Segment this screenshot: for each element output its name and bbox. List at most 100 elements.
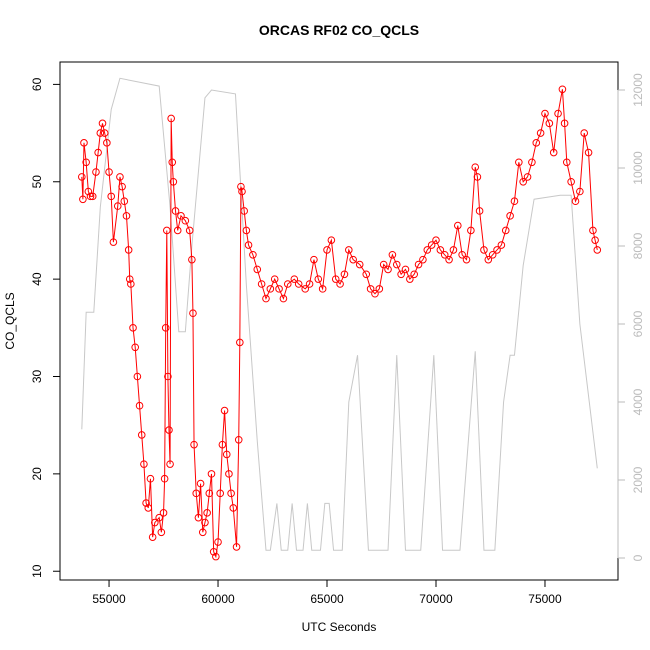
data-point — [528, 158, 536, 167]
data-point — [270, 275, 279, 283]
data-point — [88, 192, 97, 201]
data-point — [554, 109, 562, 118]
data-point — [475, 207, 484, 215]
data-point — [86, 192, 95, 201]
data-point — [584, 148, 593, 157]
data-point — [571, 197, 580, 206]
data-point — [220, 406, 229, 415]
y-tick-label: 40 — [30, 272, 44, 286]
y-tick-label: 50 — [30, 175, 44, 189]
data-point — [401, 265, 410, 274]
x-tick-label: 70000 — [419, 592, 453, 606]
data-point — [189, 309, 197, 318]
y-tick-label: 10 — [30, 564, 44, 578]
data-point — [340, 270, 349, 279]
data-point — [218, 440, 227, 449]
data-point — [232, 543, 241, 551]
data-point — [384, 265, 392, 274]
data-point — [77, 173, 86, 181]
data-point — [133, 372, 142, 381]
data-point — [283, 280, 292, 288]
data-point — [135, 401, 144, 410]
data-point — [423, 246, 432, 254]
data-point — [432, 236, 440, 244]
data-point — [397, 270, 405, 279]
data-point — [234, 435, 243, 444]
data-point — [80, 139, 88, 147]
data-point — [473, 173, 482, 181]
data-point — [124, 246, 133, 254]
data-point — [244, 241, 253, 249]
data-point — [331, 275, 340, 283]
data-point — [227, 489, 235, 498]
data-point — [318, 285, 327, 293]
y2-tick-label: 8000 — [631, 232, 645, 259]
data-point — [188, 255, 196, 264]
y-tick-label: 20 — [30, 467, 44, 481]
data-point — [519, 177, 527, 186]
data-point — [279, 294, 288, 303]
y2-tick-label: 12000 — [631, 73, 645, 107]
data-point — [229, 504, 238, 512]
data-point — [164, 372, 172, 381]
data-point — [107, 192, 116, 201]
data-point — [167, 114, 175, 123]
data-point — [157, 528, 166, 537]
x-tick-label: 65000 — [310, 592, 344, 606]
data-point — [314, 275, 323, 283]
y-tick-label: 60 — [30, 77, 44, 91]
data-point — [159, 509, 168, 517]
data-point — [160, 474, 169, 483]
data-point — [562, 158, 571, 167]
data-point — [116, 173, 124, 181]
data-point — [84, 187, 93, 196]
data-point — [462, 255, 471, 264]
data-point — [96, 129, 105, 137]
data-point — [371, 289, 379, 298]
data-point — [129, 324, 137, 332]
data-point — [366, 285, 375, 293]
data-point — [92, 168, 100, 176]
y2-tick-label: 2000 — [631, 466, 645, 493]
data-point — [207, 470, 216, 478]
data-point — [190, 440, 198, 449]
data-point — [151, 518, 159, 527]
data-point — [125, 275, 134, 283]
data-point — [294, 280, 303, 288]
data-point — [560, 119, 569, 128]
data-point — [105, 168, 113, 176]
data-point — [137, 431, 146, 439]
data-point — [171, 207, 180, 215]
data-point — [536, 129, 545, 137]
data-point — [168, 158, 177, 167]
data-point — [419, 255, 427, 264]
data-point — [118, 182, 126, 191]
data-point — [349, 255, 357, 264]
data-point — [266, 285, 275, 293]
data-point — [113, 202, 122, 210]
data-point — [576, 187, 584, 196]
data-point — [82, 158, 90, 167]
data-point — [148, 533, 157, 541]
data-point — [515, 158, 523, 167]
x-tick-label: 75000 — [528, 592, 562, 606]
data-point — [192, 489, 201, 498]
data-point — [410, 270, 418, 279]
data-point — [549, 148, 558, 157]
data-point — [185, 226, 194, 235]
data-point — [310, 255, 318, 264]
data-point — [458, 250, 466, 259]
y2-tick-label: 10000 — [631, 151, 645, 185]
data-point — [355, 260, 364, 269]
data-point — [467, 226, 475, 235]
data-point — [201, 518, 209, 527]
data-point — [198, 528, 207, 537]
y-tick-label: 30 — [30, 370, 44, 384]
series-line — [81, 89, 598, 559]
data-point — [166, 460, 174, 468]
data-point — [209, 547, 218, 556]
data-point — [523, 173, 532, 181]
data-point — [445, 255, 453, 264]
data-point — [392, 260, 401, 269]
